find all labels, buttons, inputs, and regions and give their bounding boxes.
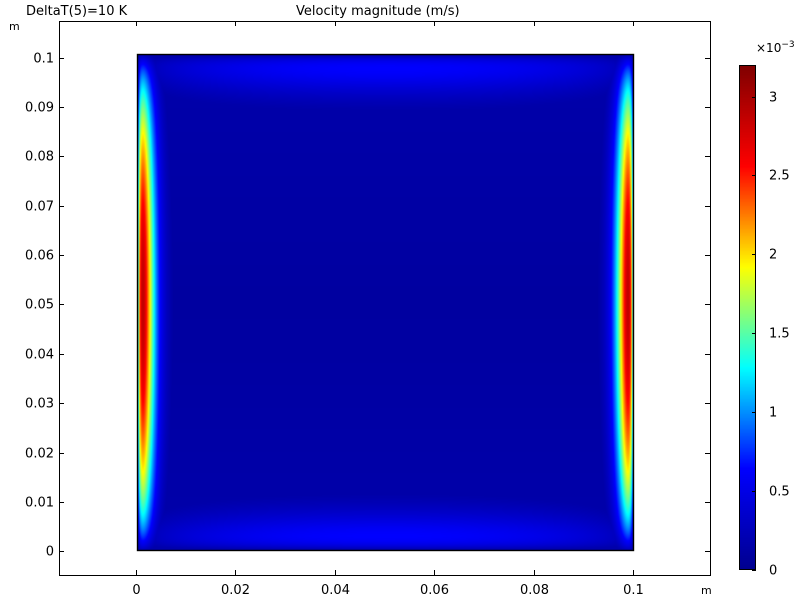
colorbar-tick-label: 0	[769, 564, 777, 579]
y-tick-label: 0	[46, 545, 54, 560]
y-axis-unit: m	[9, 20, 20, 33]
colorbar-tick-label: 3	[769, 91, 777, 106]
colorbar-multiplier-exponent: −3	[781, 40, 795, 50]
y-tick-label: 0.05	[25, 298, 54, 313]
y-tick-label: 0.1	[33, 52, 54, 67]
domain-boundary	[136, 53, 635, 552]
x-tick-label: 0.04	[321, 583, 350, 598]
x-tick-label: 0	[132, 583, 140, 598]
y-tick-label: 0.04	[25, 348, 54, 363]
y-tick-label: 0.08	[25, 150, 54, 165]
colorbar-tick-label: 2	[769, 248, 777, 263]
y-tick-label: 0.02	[25, 447, 54, 462]
colorbar-tick-label: 2.5	[769, 169, 790, 184]
colorbar-tick-label: 1	[769, 406, 777, 421]
colorbar-frame	[739, 65, 756, 570]
chart-title: Velocity magnitude (m/s)	[296, 4, 460, 19]
x-tick-label: 0.1	[623, 583, 644, 598]
colorbar-tick-label: 1.5	[769, 327, 790, 342]
colorbar-tick-label: 0.5	[769, 485, 790, 500]
y-tick-label: 0.03	[25, 397, 54, 412]
y-tick-label: 0.01	[25, 496, 54, 511]
y-tick-label: 0.07	[25, 200, 54, 215]
header-parameter-label: DeltaT(5)=10 K	[26, 4, 128, 19]
y-tick-label: 0.06	[25, 249, 54, 264]
x-tick-label: 0.02	[221, 583, 250, 598]
y-tick-label: 0.09	[25, 101, 54, 116]
x-axis-unit: m	[701, 584, 712, 597]
colorbar-multiplier-base: ×10	[756, 41, 782, 55]
x-tick-label: 0.08	[520, 583, 549, 598]
colorbar-multiplier: ×10−3	[756, 40, 795, 55]
x-tick-label: 0.06	[420, 583, 449, 598]
colorbar-gradient	[739, 65, 756, 570]
velocity-field-image	[137, 54, 634, 551]
plot-frame	[59, 21, 711, 576]
